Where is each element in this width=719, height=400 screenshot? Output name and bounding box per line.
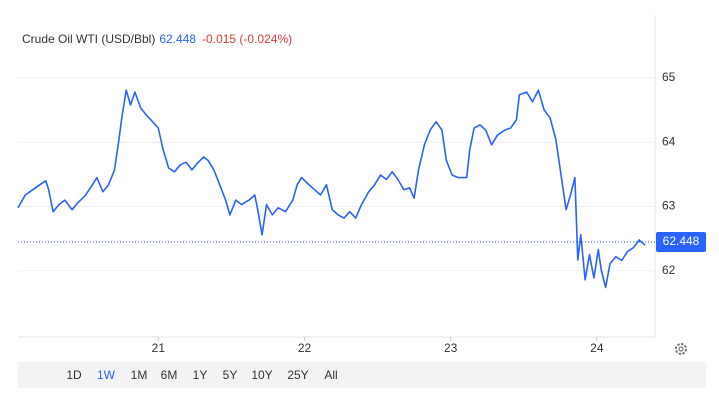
change: -0.015 (-0.024%) (202, 32, 292, 46)
range-button[interactable]: 1M (131, 368, 148, 382)
range-button[interactable]: 10Y (251, 368, 272, 382)
y-tick-label: 64 (662, 134, 676, 148)
x-tick-label: 24 (590, 341, 604, 355)
price-line (17, 89, 646, 289)
settings-icon[interactable] (675, 343, 687, 355)
range-button[interactable]: 6M (161, 368, 178, 382)
toolbar-bg (18, 362, 706, 388)
x-tick-label: 23 (444, 341, 458, 355)
gear (675, 343, 687, 355)
header: Crude Oil WTI (USD/Bbl) 62.448 -0.015 (-0.… (22, 32, 292, 46)
range-button[interactable]: 1W (97, 368, 116, 382)
y-tick-label: 65 (662, 70, 676, 84)
range-button[interactable]: All (324, 368, 337, 382)
chart-title: Crude Oil WTI (USD/Bbl) (22, 32, 155, 46)
range-button[interactable]: 1D (66, 368, 82, 382)
gear-hole (678, 346, 684, 352)
x-tick-label: 22 (298, 341, 312, 355)
range-button[interactable]: 5Y (223, 368, 238, 382)
price-tag-bg (656, 232, 706, 253)
range-button[interactable]: 25Y (287, 368, 308, 382)
y-tick-label: 62 (662, 263, 676, 277)
y-tick-label: 63 (662, 199, 676, 213)
range-button[interactable]: 1Y (193, 368, 208, 382)
price: 62.448 (159, 32, 196, 46)
x-tick-label: 21 (152, 341, 166, 355)
price-tag: 62.448 (663, 234, 700, 248)
